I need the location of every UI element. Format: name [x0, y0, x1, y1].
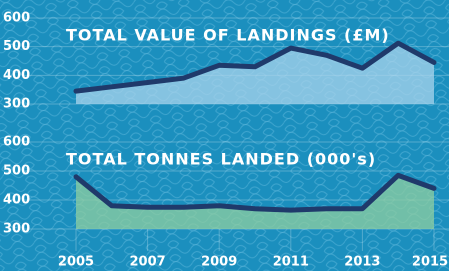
chart-title: TOTAL VALUE OF LANDINGS (£M)	[66, 26, 390, 45]
x-tick-label: 2011	[273, 255, 309, 270]
x-tick-label: 2005	[58, 255, 94, 270]
y-tick-label: 400	[3, 68, 30, 83]
y-tick-label: 400	[3, 193, 30, 208]
y-tick-label: 300	[3, 222, 30, 237]
x-tick-label: 2009	[201, 255, 237, 270]
x-tick-label: 2015	[412, 255, 448, 270]
y-tick-label: 500	[3, 164, 30, 179]
y-tick-label: 600	[3, 11, 30, 26]
chart-title: TOTAL TONNES LANDED (000's)	[66, 150, 376, 169]
infographic: 300 400 500 600 TOTAL VALUE OF LANDINGS (£M)…	[0, 0, 449, 271]
y-tick-label: 600	[3, 135, 30, 150]
y-tick-label: 300	[3, 97, 30, 112]
x-tick-label: 2013	[344, 255, 380, 270]
y-tick-label: 500	[3, 39, 30, 54]
x-tick-label: 2007	[130, 255, 166, 270]
